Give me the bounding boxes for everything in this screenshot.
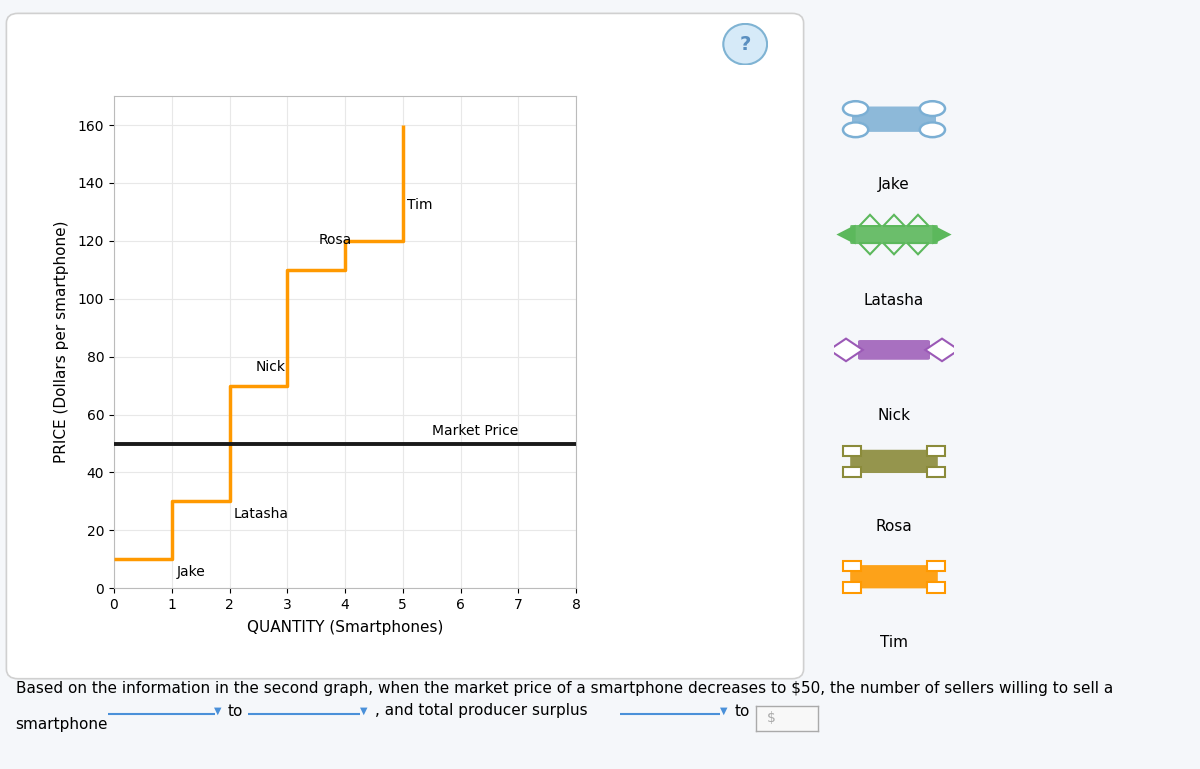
FancyBboxPatch shape	[6, 13, 804, 679]
Text: .: .	[805, 702, 810, 720]
Bar	[842, 582, 860, 593]
Circle shape	[919, 122, 946, 137]
Text: Nick: Nick	[877, 408, 911, 423]
Circle shape	[724, 24, 767, 65]
Text: Nick: Nick	[256, 360, 286, 374]
Bar	[926, 467, 946, 478]
Text: to: to	[734, 704, 750, 718]
Text: Tim: Tim	[880, 635, 908, 650]
FancyBboxPatch shape	[858, 340, 930, 360]
Circle shape	[842, 122, 869, 137]
Text: Jake: Jake	[176, 565, 205, 579]
Bar	[926, 445, 946, 456]
Text: Jake: Jake	[878, 178, 910, 192]
Text: ▼: ▼	[360, 706, 367, 716]
Text: smartphone: smartphone	[16, 717, 108, 732]
Bar	[842, 445, 860, 456]
Polygon shape	[836, 225, 856, 245]
Text: Rosa: Rosa	[876, 520, 912, 534]
FancyBboxPatch shape	[850, 450, 938, 473]
FancyBboxPatch shape	[850, 225, 938, 244]
Circle shape	[842, 102, 869, 116]
Text: to: to	[228, 704, 244, 718]
Text: ▼: ▼	[720, 706, 727, 716]
Text: Tim: Tim	[407, 198, 433, 212]
Polygon shape	[925, 338, 959, 361]
Bar	[842, 467, 860, 478]
FancyBboxPatch shape	[852, 106, 936, 132]
Text: $: $	[767, 711, 776, 725]
Circle shape	[919, 102, 946, 116]
FancyBboxPatch shape	[850, 565, 938, 588]
Text: , and total producer surplus: , and total producer surplus	[374, 704, 588, 718]
Text: Rosa: Rosa	[319, 233, 353, 247]
Text: ▼: ▼	[215, 706, 222, 716]
X-axis label: QUANTITY (Smartphones): QUANTITY (Smartphones)	[247, 621, 443, 635]
Text: ?: ?	[739, 35, 751, 54]
Polygon shape	[932, 225, 952, 245]
Bar	[842, 561, 860, 571]
Text: Latasha: Latasha	[864, 293, 924, 308]
Text: Based on the information in the second graph, when the market price of a smartph: Based on the information in the second g…	[16, 681, 1112, 696]
Bar	[926, 582, 946, 593]
Text: Latasha: Latasha	[234, 508, 289, 521]
Text: Market Price: Market Price	[432, 424, 518, 438]
Bar	[926, 561, 946, 571]
Polygon shape	[829, 338, 863, 361]
Y-axis label: PRICE (Dollars per smartphone): PRICE (Dollars per smartphone)	[54, 221, 70, 464]
